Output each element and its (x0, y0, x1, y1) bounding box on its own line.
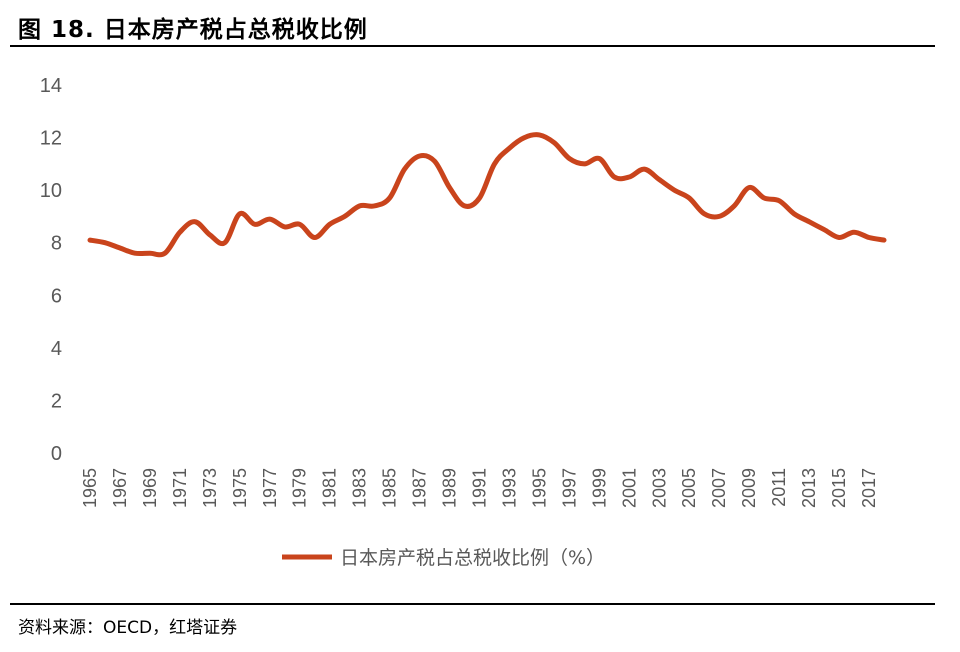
x-tick-label: 1991 (470, 468, 490, 508)
y-tick-label: 2 (51, 390, 62, 412)
series-line (87, 132, 887, 258)
x-tick-label: 1995 (529, 468, 549, 508)
x-tick-label: 2015 (829, 468, 849, 508)
x-tick-label: 1983 (350, 468, 370, 508)
legend: 日本房产税占总税收比例（%） (282, 547, 605, 569)
x-tick-label: 1989 (440, 468, 460, 508)
x-tick-label: 1977 (260, 468, 280, 508)
x-tick-label: 1997 (559, 468, 579, 508)
figure-title: 图 18. 日本房产税占总税收比例 (18, 17, 368, 43)
y-tick-label: 6 (51, 285, 62, 307)
y-axis: 0 2 4 6 8 10 12 14 (40, 75, 62, 465)
x-tick-label: 1993 (499, 468, 519, 508)
x-tick-label: 1965 (80, 468, 100, 508)
x-tick-label: 1967 (110, 468, 130, 508)
y-tick-label: 10 (40, 180, 62, 202)
x-tick-label: 2009 (739, 468, 759, 508)
x-tick-label: 1975 (230, 468, 250, 508)
x-tick-label: 1999 (589, 468, 609, 508)
x-tick-label: 1985 (380, 468, 400, 508)
bottom-rule (10, 603, 935, 605)
x-tick-label: 2003 (649, 468, 669, 508)
x-tick-label: 2007 (709, 468, 729, 508)
x-tick-label: 2005 (679, 468, 699, 508)
top-rule (10, 45, 935, 47)
y-tick-label: 4 (51, 338, 62, 360)
y-tick-label: 14 (40, 75, 62, 97)
x-tick-label: 1981 (320, 468, 340, 508)
x-tick-label: 2017 (859, 468, 879, 508)
source-note: 资料来源：OECD，红塔证券 (18, 618, 238, 638)
x-axis: 1965 1967 1969 1971 1973 1975 1977 1979 1981 1983… (80, 468, 879, 508)
y-tick-label: 12 (40, 128, 62, 150)
legend-label: 日本房产税占总税收比例（%） (340, 547, 605, 569)
series-layer (87, 132, 887, 258)
x-tick-label: 1971 (170, 468, 190, 508)
y-tick-label: 0 (51, 443, 62, 465)
x-tick-label: 1973 (200, 468, 220, 508)
x-tick-label: 2011 (769, 468, 789, 507)
x-tick-label: 1969 (140, 468, 160, 508)
x-tick-label: 1987 (410, 468, 430, 508)
x-tick-label: 2013 (799, 468, 819, 508)
y-tick-label: 8 (51, 233, 62, 255)
x-tick-label: 2001 (619, 468, 639, 508)
x-tick-label: 1979 (290, 468, 310, 508)
